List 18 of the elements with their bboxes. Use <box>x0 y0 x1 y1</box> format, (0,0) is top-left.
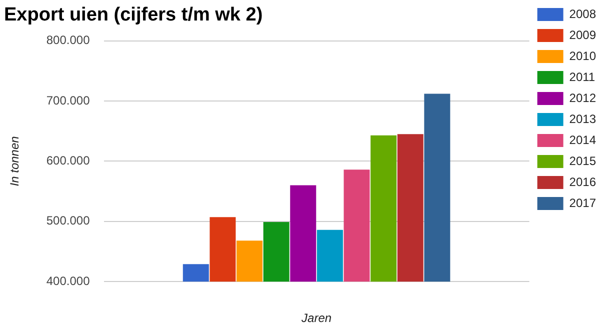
y-tick-label: 800.000 <box>46 33 90 48</box>
legend-label: 2011 <box>569 70 596 84</box>
legend-label: 2008 <box>569 6 596 21</box>
y-tick-label: 500.000 <box>46 214 90 228</box>
legend-label: 2015 <box>569 154 596 168</box>
legend-label: 2016 <box>569 174 596 189</box>
y-tick-label: 700.000 <box>46 93 90 108</box>
chart-title: Export uien (cijfers t/m wk 2) <box>4 4 263 26</box>
legend-label: 2012 <box>569 90 596 105</box>
legend-label: 2013 <box>569 112 596 126</box>
legend-label: 2009 <box>569 28 596 42</box>
legend-label: 2010 <box>569 48 596 63</box>
y-tick-label: 400.000 <box>46 274 90 288</box>
legend-label: 2014 <box>569 132 596 147</box>
y-axis-title: In tonnen <box>8 136 22 186</box>
y-tick-label: 600.000 <box>46 154 90 168</box>
legend-label: 2017 <box>569 196 596 210</box>
x-axis-title: Jaren <box>300 311 332 326</box>
